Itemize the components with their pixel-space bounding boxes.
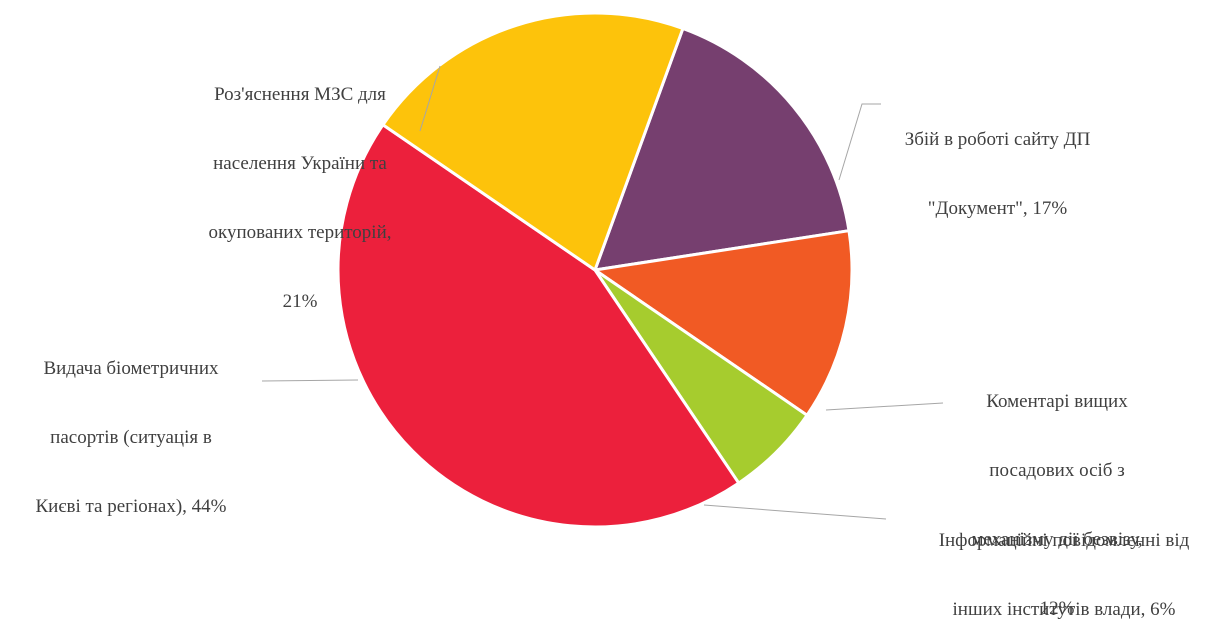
data-label-line: посадових осіб з bbox=[989, 460, 1125, 481]
data-label-line: Збій в роботі сайту ДП bbox=[904, 129, 1091, 150]
leader-lines bbox=[261, 65, 944, 520]
data-label-biometric-passports: Видача біометричних пасортів (ситуація в… bbox=[0, 311, 262, 541]
pie-slice-5 bbox=[381, 11, 685, 272]
pie-slice-2 bbox=[593, 229, 854, 417]
pie-slices bbox=[336, 11, 854, 529]
data-label-mfa-explanations: Роз'яснення МЗС для населення України та… bbox=[160, 37, 440, 336]
data-label-website-failure: Збій в роботі сайту ДП "Документ", 17% bbox=[865, 82, 1130, 243]
data-label-line: окупованих територій, bbox=[208, 222, 392, 243]
pie-slice-4 bbox=[336, 123, 741, 529]
data-label-line: Києві та регіонах), 44% bbox=[35, 496, 227, 517]
data-label-line: пасортів (ситуація в bbox=[50, 427, 212, 448]
data-label-line: населення України та bbox=[213, 153, 387, 174]
leader-line-biometric-passports bbox=[261, 379, 359, 382]
data-label-line: Інформаційні повідомленні від bbox=[938, 530, 1190, 551]
data-label-line: "Документ", 17% bbox=[927, 198, 1068, 219]
leader-line-other-institutions bbox=[703, 504, 887, 520]
data-label-line: 21% bbox=[282, 291, 318, 312]
leader-line-mfa-explanations bbox=[419, 65, 441, 132]
leader-line-website-failure bbox=[838, 103, 881, 181]
pie-slice-1 bbox=[593, 27, 851, 272]
data-label-line: Коментарі вищих bbox=[986, 391, 1128, 412]
data-label-other-institutions: Інформаційні повідомленні від інших інст… bbox=[900, 483, 1228, 644]
leader-line-officials-comments bbox=[825, 402, 944, 411]
data-label-line: Видача біометричних bbox=[43, 358, 219, 379]
pie-chart bbox=[261, 11, 944, 529]
data-label-line: інших інститутів влади, 6% bbox=[952, 599, 1176, 620]
data-label-line: Роз'яснення МЗС для bbox=[214, 84, 386, 105]
